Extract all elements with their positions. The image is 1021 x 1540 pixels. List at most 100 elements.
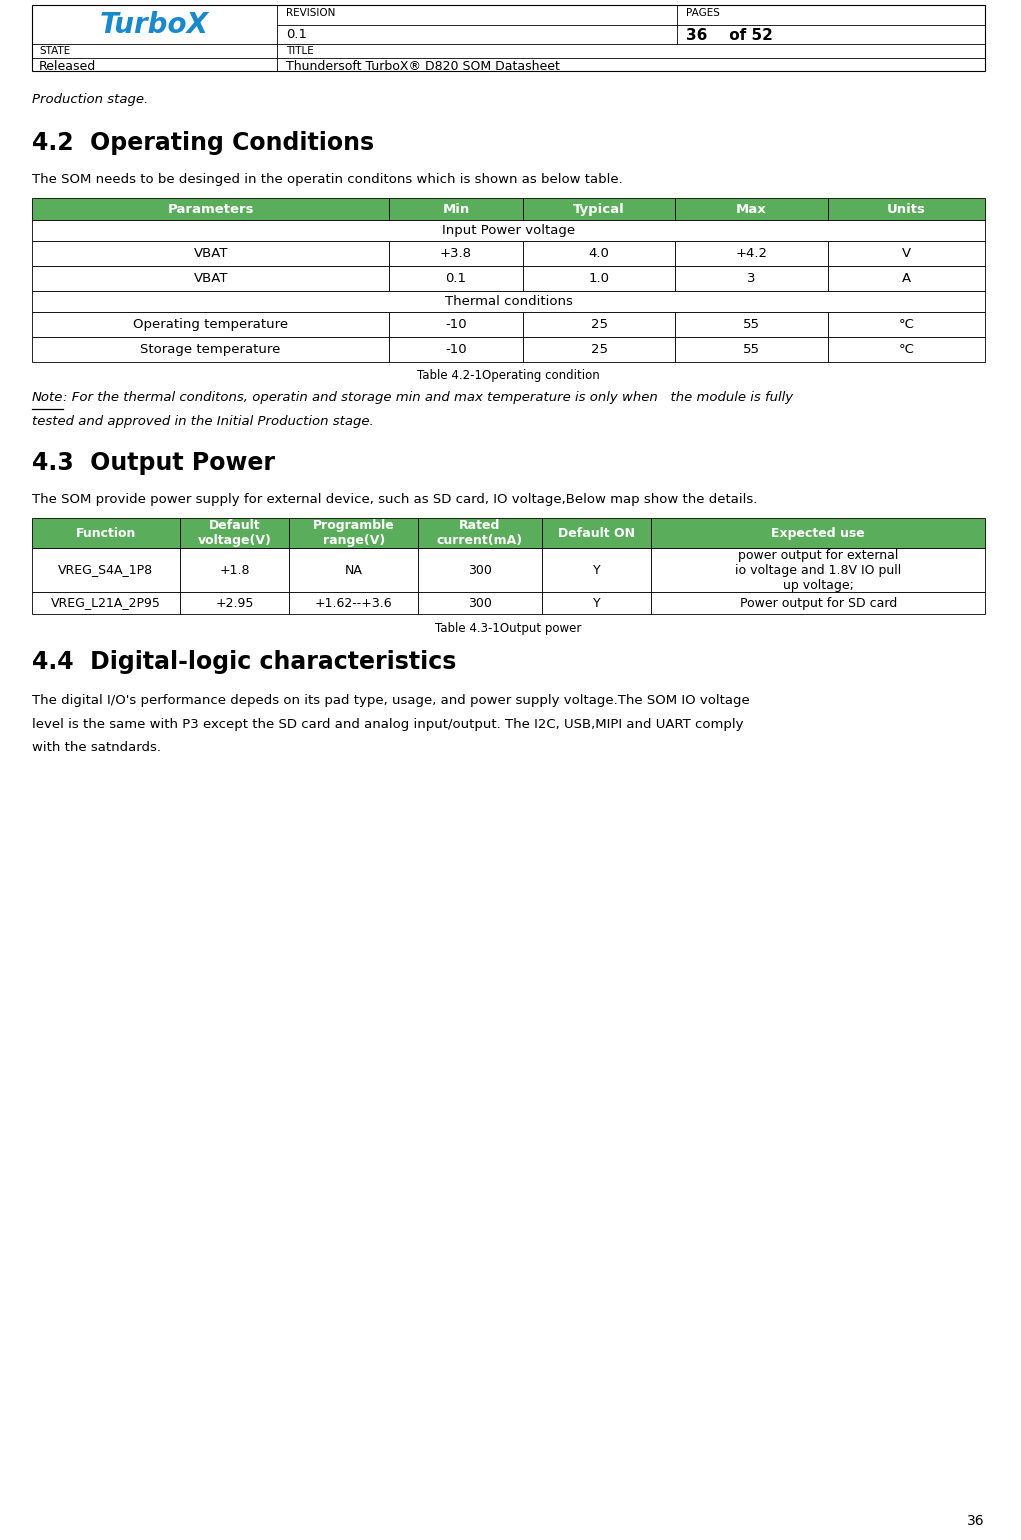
Bar: [180, 548, 289, 591]
Text: Rated
current(mA): Rated current(mA): [437, 519, 523, 547]
Text: REVISION: REVISION: [286, 8, 335, 18]
Text: °C: °C: [898, 317, 915, 331]
Bar: [32, 337, 389, 362]
Text: 55: 55: [743, 317, 760, 331]
Text: 300: 300: [468, 596, 492, 610]
Text: Parameters: Parameters: [167, 202, 254, 216]
Bar: [180, 517, 289, 548]
Text: 36: 36: [686, 28, 708, 43]
Bar: [675, 266, 828, 291]
Bar: [289, 517, 418, 548]
Bar: [289, 548, 418, 591]
Text: +2.95: +2.95: [215, 596, 253, 610]
Text: Min: Min: [442, 202, 470, 216]
Bar: [828, 266, 985, 291]
Text: +4.2: +4.2: [735, 246, 768, 260]
Bar: [523, 313, 675, 337]
Text: °C: °C: [898, 343, 915, 356]
Bar: [32, 548, 180, 591]
Text: Thundersoft TurboX® D820 SOM Datasheet: Thundersoft TurboX® D820 SOM Datasheet: [286, 60, 560, 72]
Bar: [418, 548, 542, 591]
Text: The digital I/O's performance depeds on its pad type, usage, and power supply vo: The digital I/O's performance depeds on …: [32, 695, 749, 707]
Bar: [523, 199, 675, 220]
Text: +3.8: +3.8: [440, 246, 472, 260]
Bar: [32, 5, 985, 71]
Bar: [32, 240, 389, 266]
Text: 4.2  Operating Conditions: 4.2 Operating Conditions: [32, 131, 374, 156]
Bar: [651, 591, 985, 614]
Bar: [828, 313, 985, 337]
Text: 4.0: 4.0: [588, 246, 610, 260]
Bar: [289, 591, 418, 614]
Bar: [675, 199, 828, 220]
Text: Power output for SD card: Power output for SD card: [739, 596, 896, 610]
Bar: [389, 266, 523, 291]
Text: -10: -10: [445, 343, 467, 356]
Text: power output for external
io voltage and 1.8V IO pull
up voltage;: power output for external io voltage and…: [735, 548, 902, 591]
Text: Released: Released: [39, 60, 96, 72]
Text: Table 4.3-1Output power: Table 4.3-1Output power: [435, 622, 582, 634]
Text: VREG_S4A_1P8: VREG_S4A_1P8: [58, 564, 153, 576]
Bar: [828, 240, 985, 266]
Text: VBAT: VBAT: [193, 273, 228, 285]
Bar: [32, 266, 389, 291]
Bar: [389, 199, 523, 220]
Text: The SOM needs to be desinged in the operatin conditons which is shown as below t: The SOM needs to be desinged in the oper…: [32, 172, 623, 186]
Text: Default ON: Default ON: [558, 527, 635, 539]
Text: STATE: STATE: [39, 46, 70, 55]
Bar: [651, 517, 985, 548]
Text: 25: 25: [590, 317, 607, 331]
Text: 1.0: 1.0: [588, 273, 610, 285]
Text: Units: Units: [887, 202, 926, 216]
Bar: [389, 337, 523, 362]
Text: +1.62--+3.6: +1.62--+3.6: [314, 596, 392, 610]
Text: VREG_L21A_2P95: VREG_L21A_2P95: [51, 596, 160, 610]
Bar: [542, 548, 651, 591]
Text: 4.3  Output Power: 4.3 Output Power: [32, 451, 275, 474]
Text: 0.1: 0.1: [445, 273, 467, 285]
Bar: [180, 591, 289, 614]
Text: Note: Note: [32, 391, 63, 403]
Text: level is the same with P3 except the SD card and analog input/output. The I2C, U: level is the same with P3 except the SD …: [32, 718, 743, 730]
Bar: [523, 337, 675, 362]
Text: 3: 3: [747, 273, 756, 285]
Text: Operating temperature: Operating temperature: [133, 317, 288, 331]
Bar: [32, 517, 180, 548]
Text: Y: Y: [593, 564, 600, 576]
Text: of 52: of 52: [724, 28, 773, 43]
Text: The SOM provide power supply for external device, such as SD card, IO voltage,Be: The SOM provide power supply for externa…: [32, 493, 758, 507]
Bar: [32, 220, 985, 240]
Bar: [418, 517, 542, 548]
Text: Function: Function: [76, 527, 136, 539]
Bar: [389, 240, 523, 266]
Text: Input Power voltage: Input Power voltage: [442, 223, 575, 237]
Bar: [32, 291, 985, 313]
Text: 300: 300: [468, 564, 492, 576]
Text: Programble
range(V): Programble range(V): [312, 519, 394, 547]
Text: Expected use: Expected use: [771, 527, 865, 539]
Text: Max: Max: [736, 202, 767, 216]
Text: TITLE: TITLE: [286, 46, 313, 55]
Bar: [523, 266, 675, 291]
Text: 55: 55: [743, 343, 760, 356]
Text: 36: 36: [967, 1514, 985, 1528]
Bar: [32, 591, 180, 614]
Text: with the satndards.: with the satndards.: [32, 741, 161, 755]
Bar: [828, 199, 985, 220]
Text: VBAT: VBAT: [193, 246, 228, 260]
Text: Typical: Typical: [573, 202, 625, 216]
Text: 0.1: 0.1: [286, 28, 307, 40]
Bar: [675, 337, 828, 362]
Bar: [32, 313, 389, 337]
Text: V: V: [902, 246, 911, 260]
Bar: [523, 240, 675, 266]
Text: 4.4  Digital-logic characteristics: 4.4 Digital-logic characteristics: [32, 650, 456, 675]
Text: Y: Y: [593, 596, 600, 610]
Text: Storage temperature: Storage temperature: [141, 343, 281, 356]
Bar: [651, 548, 985, 591]
Text: TurboX: TurboX: [100, 11, 209, 38]
Text: NA: NA: [345, 564, 362, 576]
Text: Default
voltage(V): Default voltage(V): [198, 519, 272, 547]
Bar: [675, 240, 828, 266]
Bar: [542, 517, 651, 548]
